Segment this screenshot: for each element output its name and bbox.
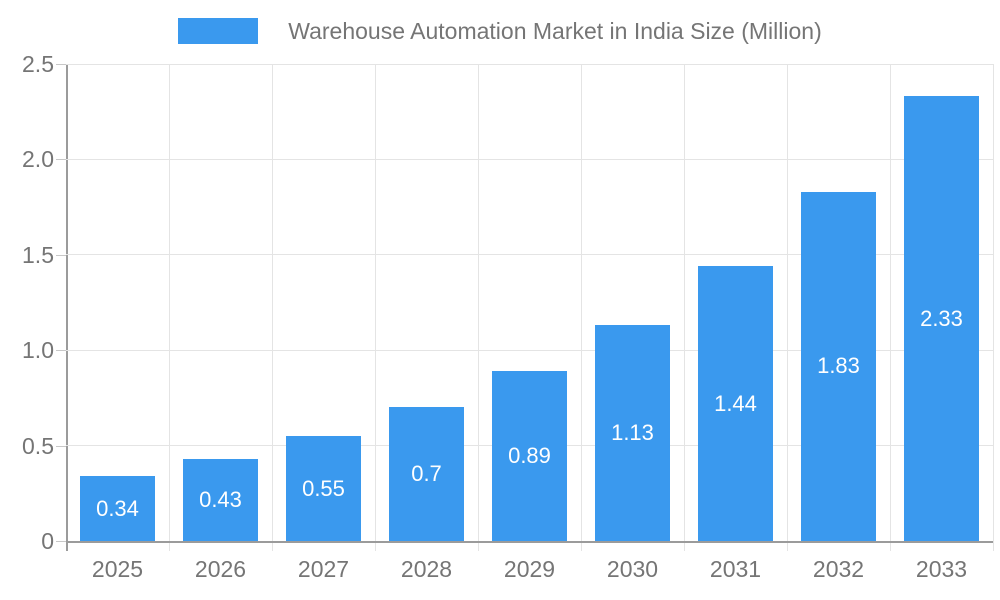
v-gridline xyxy=(477,64,479,551)
v-gridline xyxy=(889,64,891,551)
y-axis-tick xyxy=(56,445,66,447)
v-gridline xyxy=(168,64,170,551)
bar-value-label: 0.34 xyxy=(96,495,139,521)
x-tick-label: 2033 xyxy=(915,556,968,582)
x-tick-label: 2026 xyxy=(194,556,247,582)
x-tick-label: 2028 xyxy=(400,556,453,582)
bar-value-label: 0.89 xyxy=(508,443,551,469)
plot-area: 0.34 0.43 0.55 0.7 0.89 1.13 1.44 1.83 2.33 xyxy=(66,63,994,551)
h-gridline xyxy=(66,254,993,256)
x-tick-label: 2030 xyxy=(606,556,659,582)
y-tick-label: 1.0 xyxy=(22,337,54,364)
y-tick-label: 1.5 xyxy=(22,241,54,268)
v-gridline xyxy=(683,64,685,551)
y-axis-tick xyxy=(56,350,66,352)
bar-value-label: 0.7 xyxy=(411,461,442,487)
legend-label: Warehouse Automation Market in India Siz… xyxy=(288,18,822,44)
bar-value-label: 0.55 xyxy=(302,475,345,501)
x-axis-line xyxy=(66,541,993,543)
y-tick-label: 2.5 xyxy=(22,51,54,77)
x-tick-label: 2027 xyxy=(297,556,350,582)
bar: 1.13 xyxy=(595,325,670,541)
v-gridline xyxy=(374,64,376,551)
bar-value-label: 0.43 xyxy=(199,486,242,512)
y-tick-label: 0 xyxy=(41,528,54,554)
h-gridline xyxy=(66,63,993,65)
h-gridline xyxy=(66,158,993,160)
y-axis-tick xyxy=(56,541,66,542)
y-axis-line xyxy=(66,64,68,551)
h-gridline xyxy=(66,349,993,351)
v-gridline xyxy=(580,64,582,551)
bar-value-label: 2.33 xyxy=(920,305,963,331)
bar: 0.7 xyxy=(389,407,464,541)
y-axis-tick xyxy=(56,159,66,161)
y-tick-label: 2.0 xyxy=(22,146,54,173)
y-axis-tick xyxy=(56,64,66,65)
legend-swatch xyxy=(178,18,259,44)
v-gridline xyxy=(786,64,788,551)
bar-value-label: 1.44 xyxy=(714,390,757,416)
bar: 1.44 xyxy=(698,266,773,541)
bar: 0.55 xyxy=(286,436,361,541)
x-tick-label: 2031 xyxy=(709,556,762,582)
bar: 0.34 xyxy=(80,476,155,541)
bar: 0.43 xyxy=(183,458,258,541)
x-tick-label: 2029 xyxy=(503,556,556,582)
x-tick-label: 2025 xyxy=(91,556,144,582)
y-axis-tick xyxy=(56,254,66,256)
bar: 0.89 xyxy=(492,371,567,541)
y-tick-label: 0.5 xyxy=(22,432,54,459)
x-tick-label: 2032 xyxy=(812,556,865,582)
bar-value-label: 1.13 xyxy=(611,420,654,446)
bar: 1.83 xyxy=(801,191,876,541)
chart-legend[interactable]: Warehouse Automation Market in India Siz… xyxy=(0,17,1000,45)
v-gridline xyxy=(271,64,273,551)
bar-value-label: 1.83 xyxy=(817,353,860,379)
v-gridline xyxy=(992,64,994,551)
bar: 2.33 xyxy=(904,96,979,541)
